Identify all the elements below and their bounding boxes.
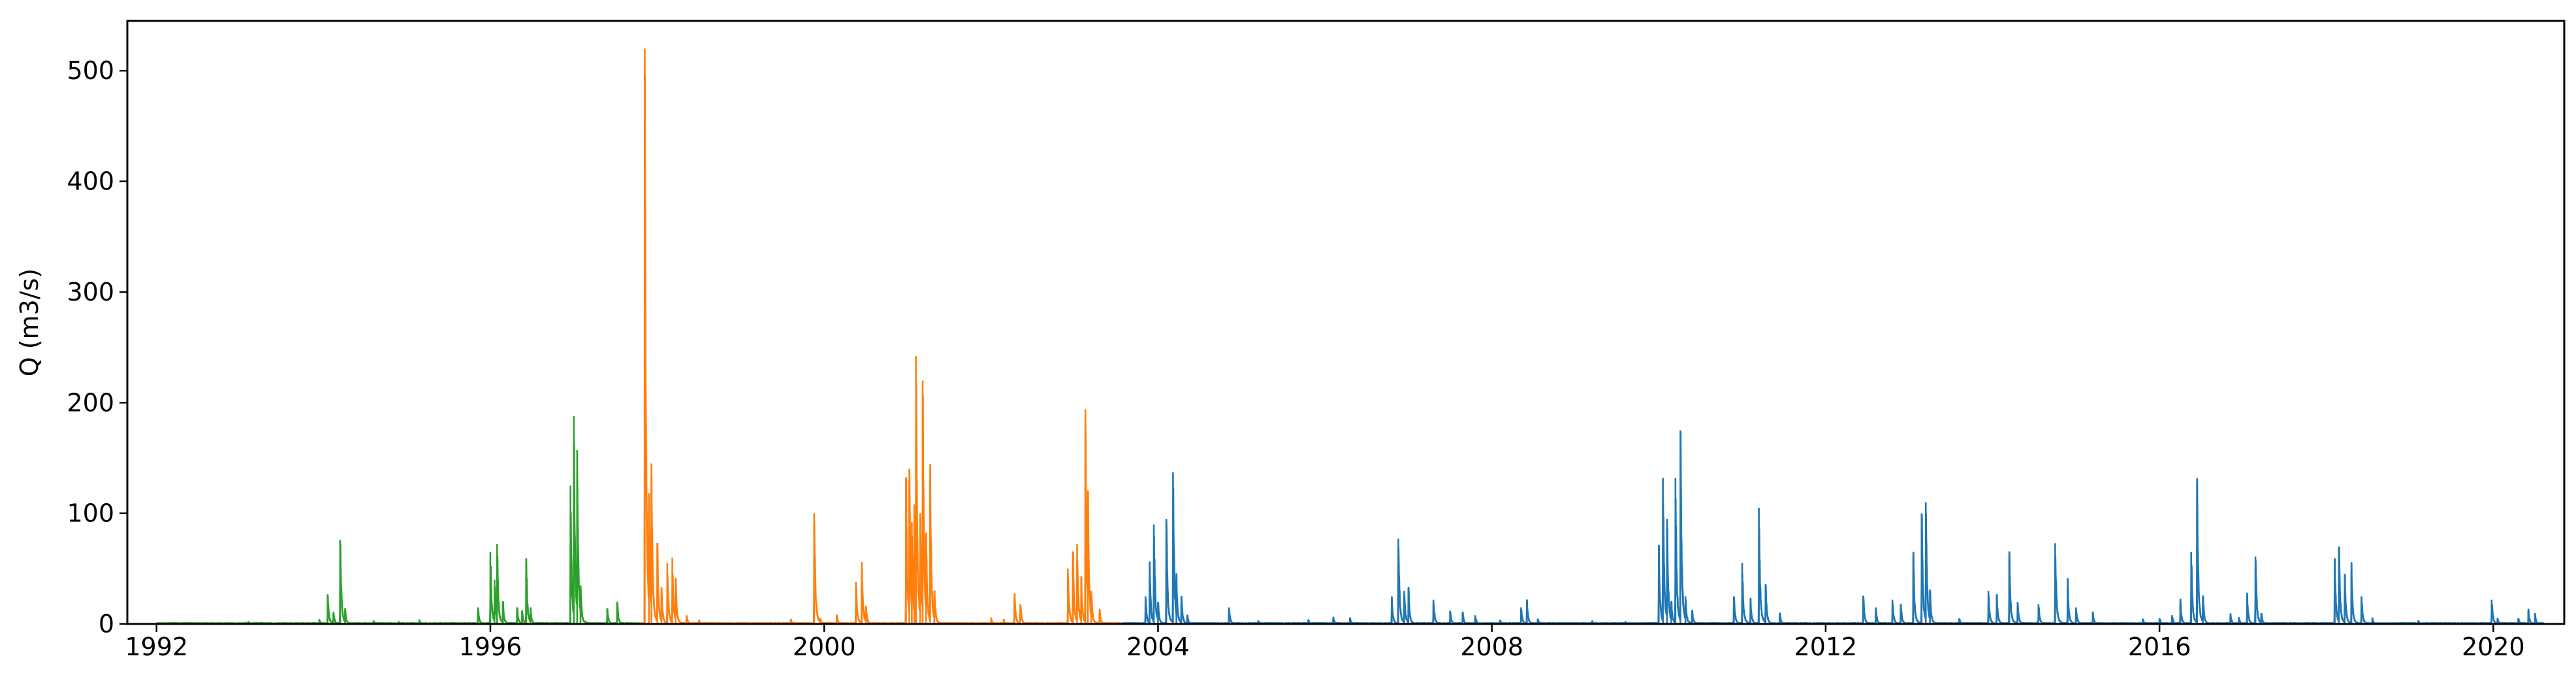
x-tick-label: 2008 bbox=[1460, 632, 1523, 661]
x-tick-label: 2004 bbox=[1126, 632, 1190, 661]
y-tick-label: 100 bbox=[67, 499, 114, 528]
axes-layer: 1992 1996 2000 2004 2008 2012 2016 2020 0 100 200 3… bbox=[67, 56, 2524, 661]
y-tick-label: 400 bbox=[67, 167, 114, 196]
y-tick-label: 0 bbox=[99, 610, 114, 638]
x-tick-label: 2020 bbox=[2462, 632, 2525, 661]
y-tick-label: 500 bbox=[67, 56, 114, 85]
y-tick-label: 300 bbox=[67, 278, 114, 306]
y-axis-label: Q (m3/s) bbox=[15, 269, 44, 376]
x-tick-label: 1996 bbox=[459, 632, 522, 661]
plot-frame bbox=[126, 20, 2566, 625]
x-tick-label: 2000 bbox=[793, 632, 856, 661]
series-layer bbox=[155, 48, 2545, 625]
x-tick-label: 2016 bbox=[2128, 632, 2191, 661]
x-tick-label: 2012 bbox=[1794, 632, 1858, 661]
y-tick-label: 200 bbox=[67, 388, 114, 417]
x-tick-label: 1992 bbox=[125, 632, 188, 661]
